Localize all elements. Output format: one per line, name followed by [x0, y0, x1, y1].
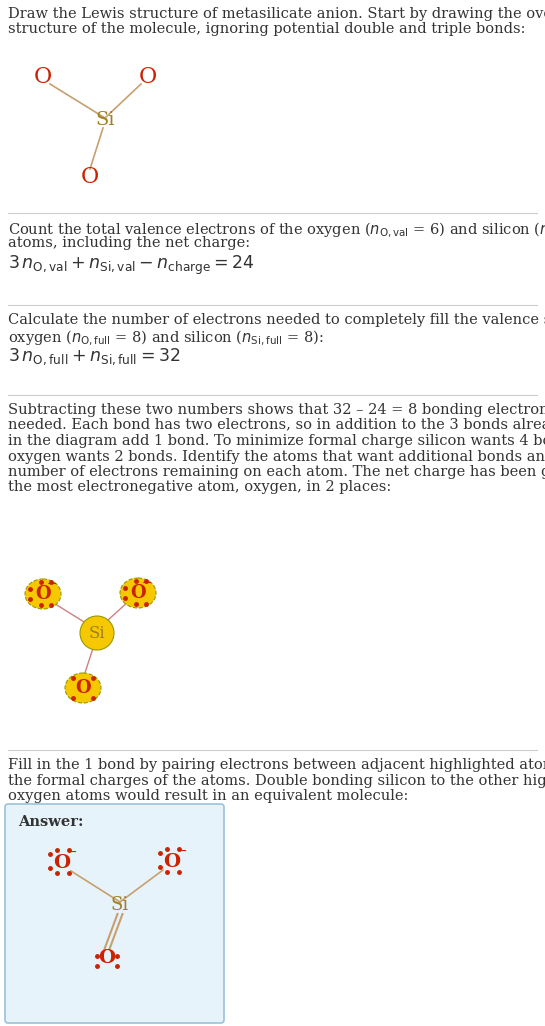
Text: the most electronegative atom, oxygen, in 2 places:: the most electronegative atom, oxygen, i…	[8, 480, 391, 495]
Text: oxygen wants 2 bonds. Identify the atoms that want additional bonds and the: oxygen wants 2 bonds. Identify the atoms…	[8, 449, 545, 464]
Ellipse shape	[25, 579, 61, 609]
Text: atoms, including the net charge:: atoms, including the net charge:	[8, 237, 250, 250]
Text: O: O	[99, 949, 116, 966]
Text: Si: Si	[111, 896, 129, 914]
Text: in the diagram add 1 bond. To minimize formal charge silicon wants 4 bonds and: in the diagram add 1 bond. To minimize f…	[8, 434, 545, 448]
Ellipse shape	[120, 578, 156, 608]
Text: Calculate the number of electrons needed to completely fill the valence shells f: Calculate the number of electrons needed…	[8, 313, 545, 327]
Text: $3\,n_{\mathrm{O,val}} + n_{\mathrm{Si,val}} - n_{\mathrm{charge}} = 24$: $3\,n_{\mathrm{O,val}} + n_{\mathrm{Si,v…	[8, 254, 255, 277]
Text: Fill in the 1 bond by pairing electrons between adjacent highlighted atoms, noti: Fill in the 1 bond by pairing electrons …	[8, 758, 545, 772]
Text: Subtracting these two numbers shows that 32 – 24 = 8 bonding electrons are: Subtracting these two numbers shows that…	[8, 403, 545, 417]
Text: number of electrons remaining on each atom. The net charge has been given to: number of electrons remaining on each at…	[8, 465, 545, 479]
Text: oxygen atoms would result in an equivalent molecule:: oxygen atoms would result in an equivale…	[8, 789, 408, 803]
Text: O: O	[35, 585, 51, 603]
Text: O: O	[53, 854, 70, 872]
Text: O: O	[34, 66, 52, 88]
Text: O: O	[130, 584, 146, 602]
Text: Si: Si	[89, 625, 105, 641]
Text: O: O	[164, 853, 180, 871]
Text: O: O	[81, 166, 99, 188]
FancyBboxPatch shape	[5, 804, 224, 1023]
Text: O: O	[139, 66, 157, 88]
Text: Count the total valence electrons of the oxygen ($n_{\mathrm{O,val}}$ = 6) and s: Count the total valence electrons of the…	[8, 221, 545, 240]
Text: needed. Each bond has two electrons, so in addition to the 3 bonds already prese: needed. Each bond has two electrons, so …	[8, 419, 545, 433]
Text: structure of the molecule, ignoring potential double and triple bonds:: structure of the molecule, ignoring pote…	[8, 23, 525, 37]
Text: $-$: $-$	[46, 577, 58, 590]
Text: $-$: $-$	[177, 843, 187, 857]
Text: O: O	[75, 679, 91, 697]
Text: Si: Si	[95, 111, 115, 129]
Text: $3\,n_{\mathrm{O,full}} + n_{\mathrm{Si,full}} = 32$: $3\,n_{\mathrm{O,full}} + n_{\mathrm{Si,…	[8, 346, 180, 366]
Text: Answer:: Answer:	[18, 815, 83, 829]
Ellipse shape	[65, 673, 101, 703]
Text: $-$: $-$	[66, 844, 77, 858]
Circle shape	[80, 616, 114, 650]
Text: oxygen ($n_{\mathrm{O,full}}$ = 8) and silicon ($n_{\mathrm{Si,full}}$ = 8):: oxygen ($n_{\mathrm{O,full}}$ = 8) and s…	[8, 328, 324, 348]
Text: the formal charges of the atoms. Double bonding silicon to the other highlighted: the formal charges of the atoms. Double …	[8, 774, 545, 788]
Text: $-$: $-$	[142, 576, 153, 589]
Text: Draw the Lewis structure of metasilicate anion. Start by drawing the overall: Draw the Lewis structure of metasilicate…	[8, 7, 545, 21]
